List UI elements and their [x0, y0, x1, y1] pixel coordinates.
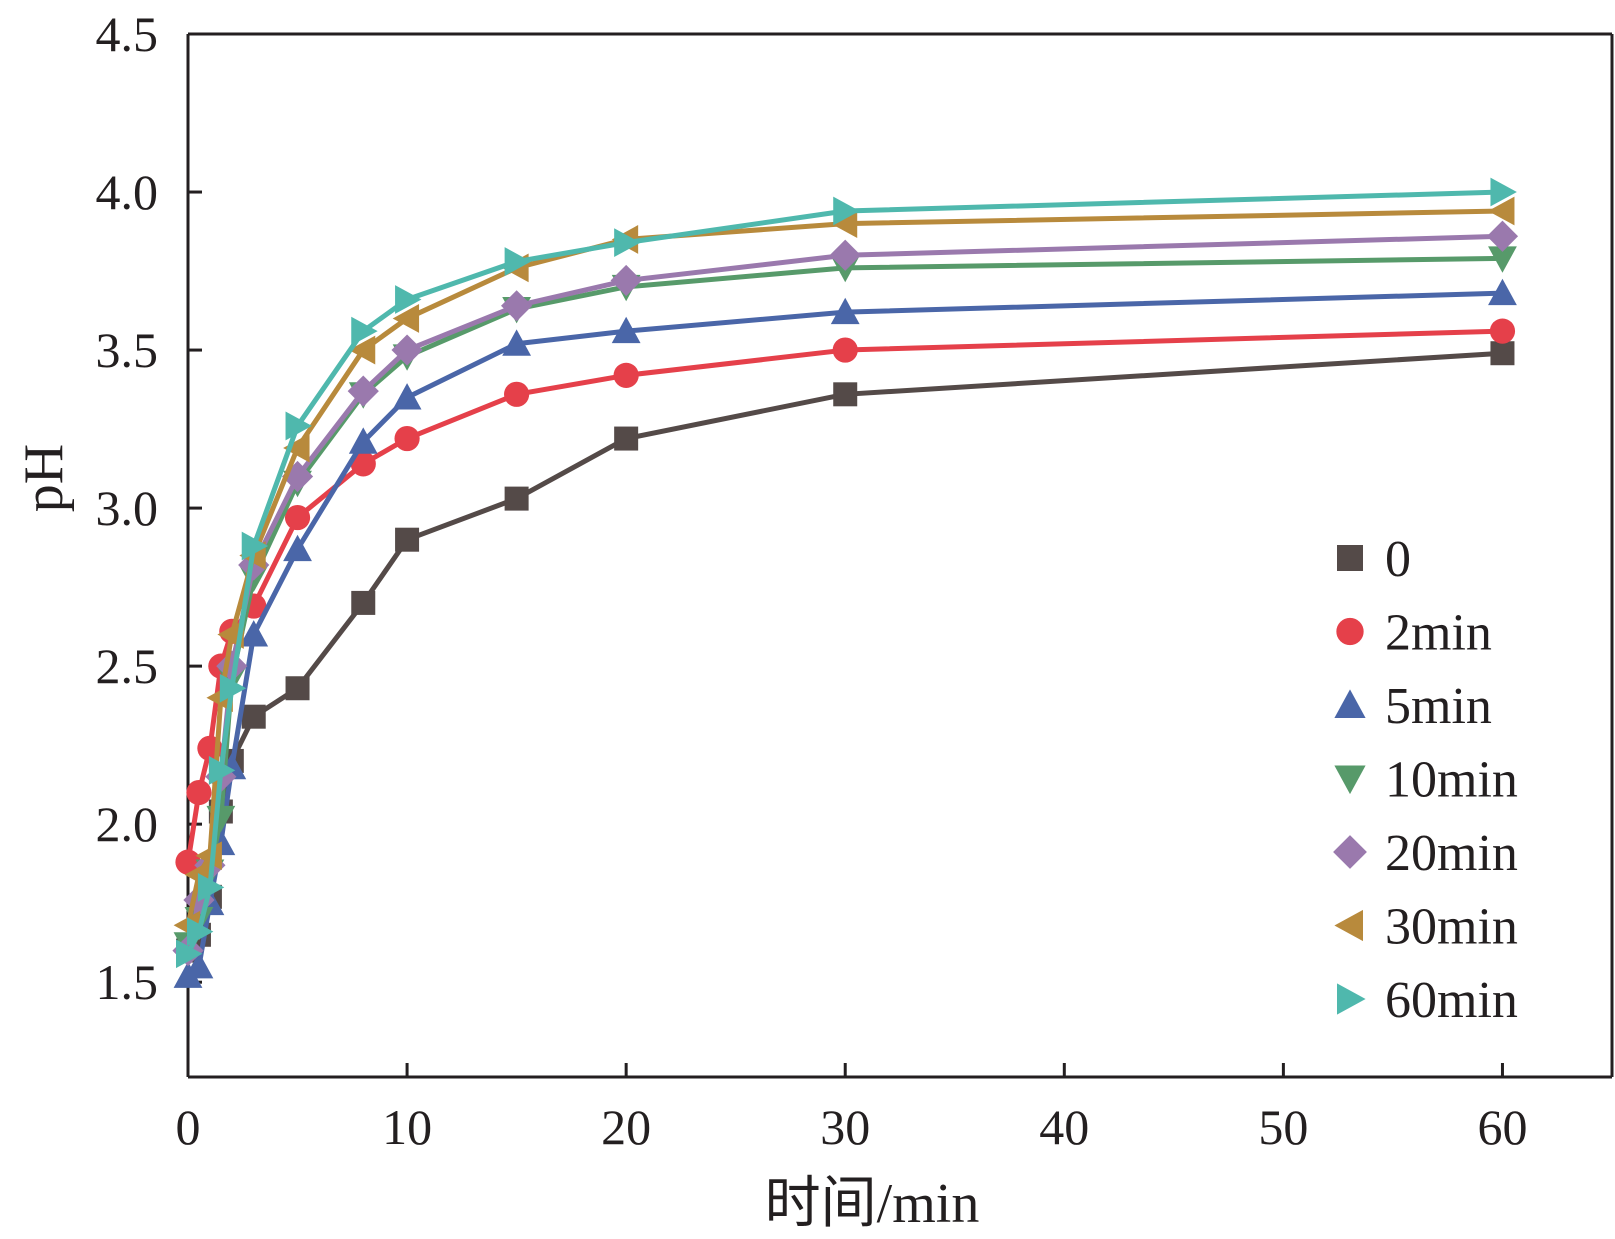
data-point [830, 209, 858, 239]
series-line [185, 350, 1503, 952]
series-0 [176, 341, 1515, 963]
data-point [351, 316, 378, 346]
data-point [1490, 177, 1517, 207]
data-point [186, 779, 212, 806]
legend-marker [1337, 983, 1366, 1015]
legend-label: 20min [1385, 825, 1518, 882]
data-point [1486, 220, 1519, 252]
legend-label: 60min [1385, 972, 1518, 1029]
data-point [347, 375, 379, 407]
legend: 0 2min 5min 10min 20min 30min 60min [1333, 531, 1518, 1029]
y-tick-label: 2.0 [96, 796, 159, 852]
data-point [501, 290, 533, 322]
data-point [219, 673, 247, 703]
data-point [284, 504, 311, 531]
data-point [504, 486, 529, 511]
data-point [392, 304, 420, 333]
data-point [504, 381, 530, 407]
data-point [1488, 246, 1517, 273]
data-point [394, 425, 420, 452]
data-point [502, 329, 532, 356]
data-point [239, 620, 269, 647]
data-point [176, 939, 203, 969]
data-point [285, 411, 312, 441]
x-axis-title: 时间/min [765, 1173, 980, 1235]
legend-marker [1334, 909, 1363, 942]
legend-label: 5min [1385, 678, 1492, 735]
data-point [392, 383, 422, 410]
data-point [832, 337, 858, 363]
x-tick-label: 40 [1039, 1099, 1089, 1155]
data-point [504, 247, 532, 276]
data-point [614, 426, 639, 451]
data-point [186, 917, 214, 947]
y-tick-label: 2.5 [96, 638, 159, 694]
y-tick-label: 3.0 [96, 480, 159, 536]
data-point [395, 527, 420, 552]
data-point [833, 382, 858, 407]
series-60min [176, 177, 1517, 969]
data-point [184, 951, 214, 979]
data-point [610, 264, 642, 297]
legend-marker [1334, 689, 1366, 718]
data-point [241, 531, 269, 561]
data-point [830, 297, 860, 325]
data-point [395, 285, 422, 314]
x-tick-label: 10 [382, 1099, 432, 1155]
x-tick-label: 0 [176, 1099, 201, 1155]
y-tick-label: 4.5 [96, 6, 159, 62]
data-point [285, 676, 310, 701]
legend-marker [1337, 545, 1363, 571]
series-line [185, 328, 1503, 863]
legend-marker [1333, 835, 1367, 869]
data-point [350, 451, 376, 477]
data-point [348, 427, 378, 454]
data-point [613, 362, 639, 388]
data-point [614, 228, 641, 257]
data-point [611, 316, 641, 344]
data-point [1488, 278, 1517, 306]
data-point [208, 756, 236, 785]
legend-marker [1334, 765, 1366, 795]
data-point [829, 239, 861, 271]
data-point [283, 534, 312, 562]
data-point [1490, 341, 1515, 366]
legend-marker [1336, 617, 1364, 646]
data-point [1488, 196, 1515, 226]
data-point [833, 196, 860, 226]
y-tick-label: 4.0 [96, 164, 159, 220]
axes: 1.5 2.0 2.5 3.0 3.5 4.0 4.5 0 10 20 30 40 50 60 [96, 6, 1614, 1155]
data-point [241, 704, 266, 729]
y-tick-label: 1.5 [96, 954, 159, 1010]
data-point [348, 335, 376, 365]
x-tick-label: 60 [1477, 1099, 1527, 1155]
legend-label: 30min [1385, 899, 1518, 956]
data-point [1489, 318, 1516, 344]
x-tick-label: 50 [1258, 1099, 1308, 1155]
legend-label: 2min [1385, 605, 1492, 662]
data-point [281, 460, 314, 493]
series-layer [172, 177, 1519, 988]
y-tick-label: 3.5 [96, 322, 159, 378]
y-axis-title: pH [13, 444, 75, 512]
data-point [351, 590, 376, 615]
data-point [391, 334, 423, 366]
data-point [197, 872, 225, 902]
data-point [175, 849, 201, 875]
legend-label: 0 [1385, 531, 1411, 588]
legend-label: 10min [1385, 752, 1518, 809]
data-point [283, 433, 310, 463]
x-tick-label: 20 [601, 1099, 651, 1155]
x-tick-label: 30 [820, 1099, 870, 1155]
